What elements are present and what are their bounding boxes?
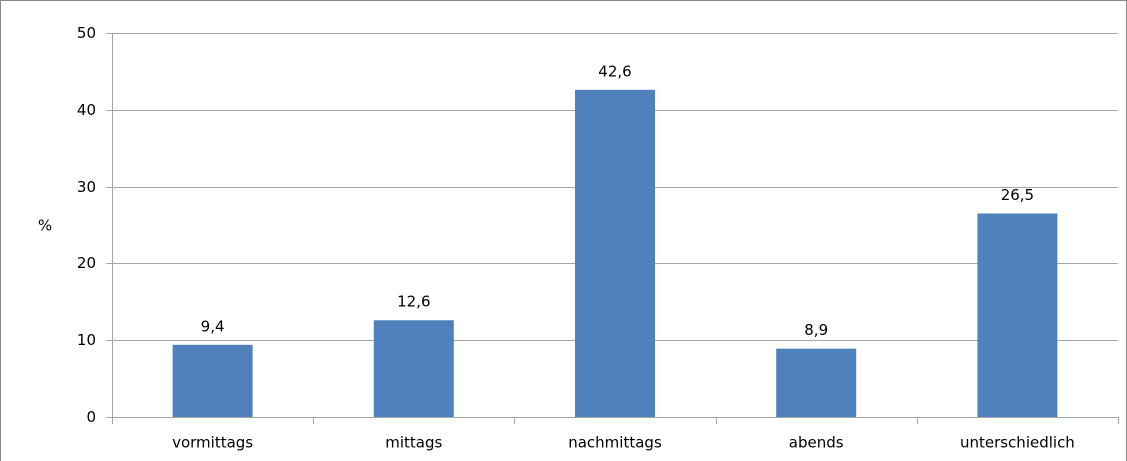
bar — [776, 348, 857, 417]
x-tick-label: nachmittags — [568, 434, 662, 452]
y-axis-label: % — [38, 217, 52, 235]
y-tick-label: 40 — [77, 101, 96, 119]
value-label: 12,6 — [397, 293, 430, 311]
bar — [373, 320, 454, 417]
bar — [172, 344, 253, 417]
bar — [977, 213, 1058, 417]
value-label: 8,9 — [804, 321, 828, 339]
x-tick-label: unterschiedlich — [960, 434, 1075, 452]
x-tick-label: vormittags — [172, 434, 253, 452]
value-label: 9,4 — [201, 317, 225, 335]
y-tick-label: 30 — [77, 178, 96, 196]
y-tick-label: 20 — [77, 254, 96, 272]
value-label: 42,6 — [598, 62, 631, 80]
value-label: 26,5 — [1001, 186, 1034, 204]
x-tick-label: abends — [789, 434, 844, 452]
y-tick-label: 10 — [77, 331, 96, 349]
y-tick-label: 0 — [86, 408, 96, 426]
y-tick-label: 50 — [77, 24, 96, 42]
bar — [575, 89, 655, 417]
x-tick-label: mittags — [385, 434, 442, 452]
